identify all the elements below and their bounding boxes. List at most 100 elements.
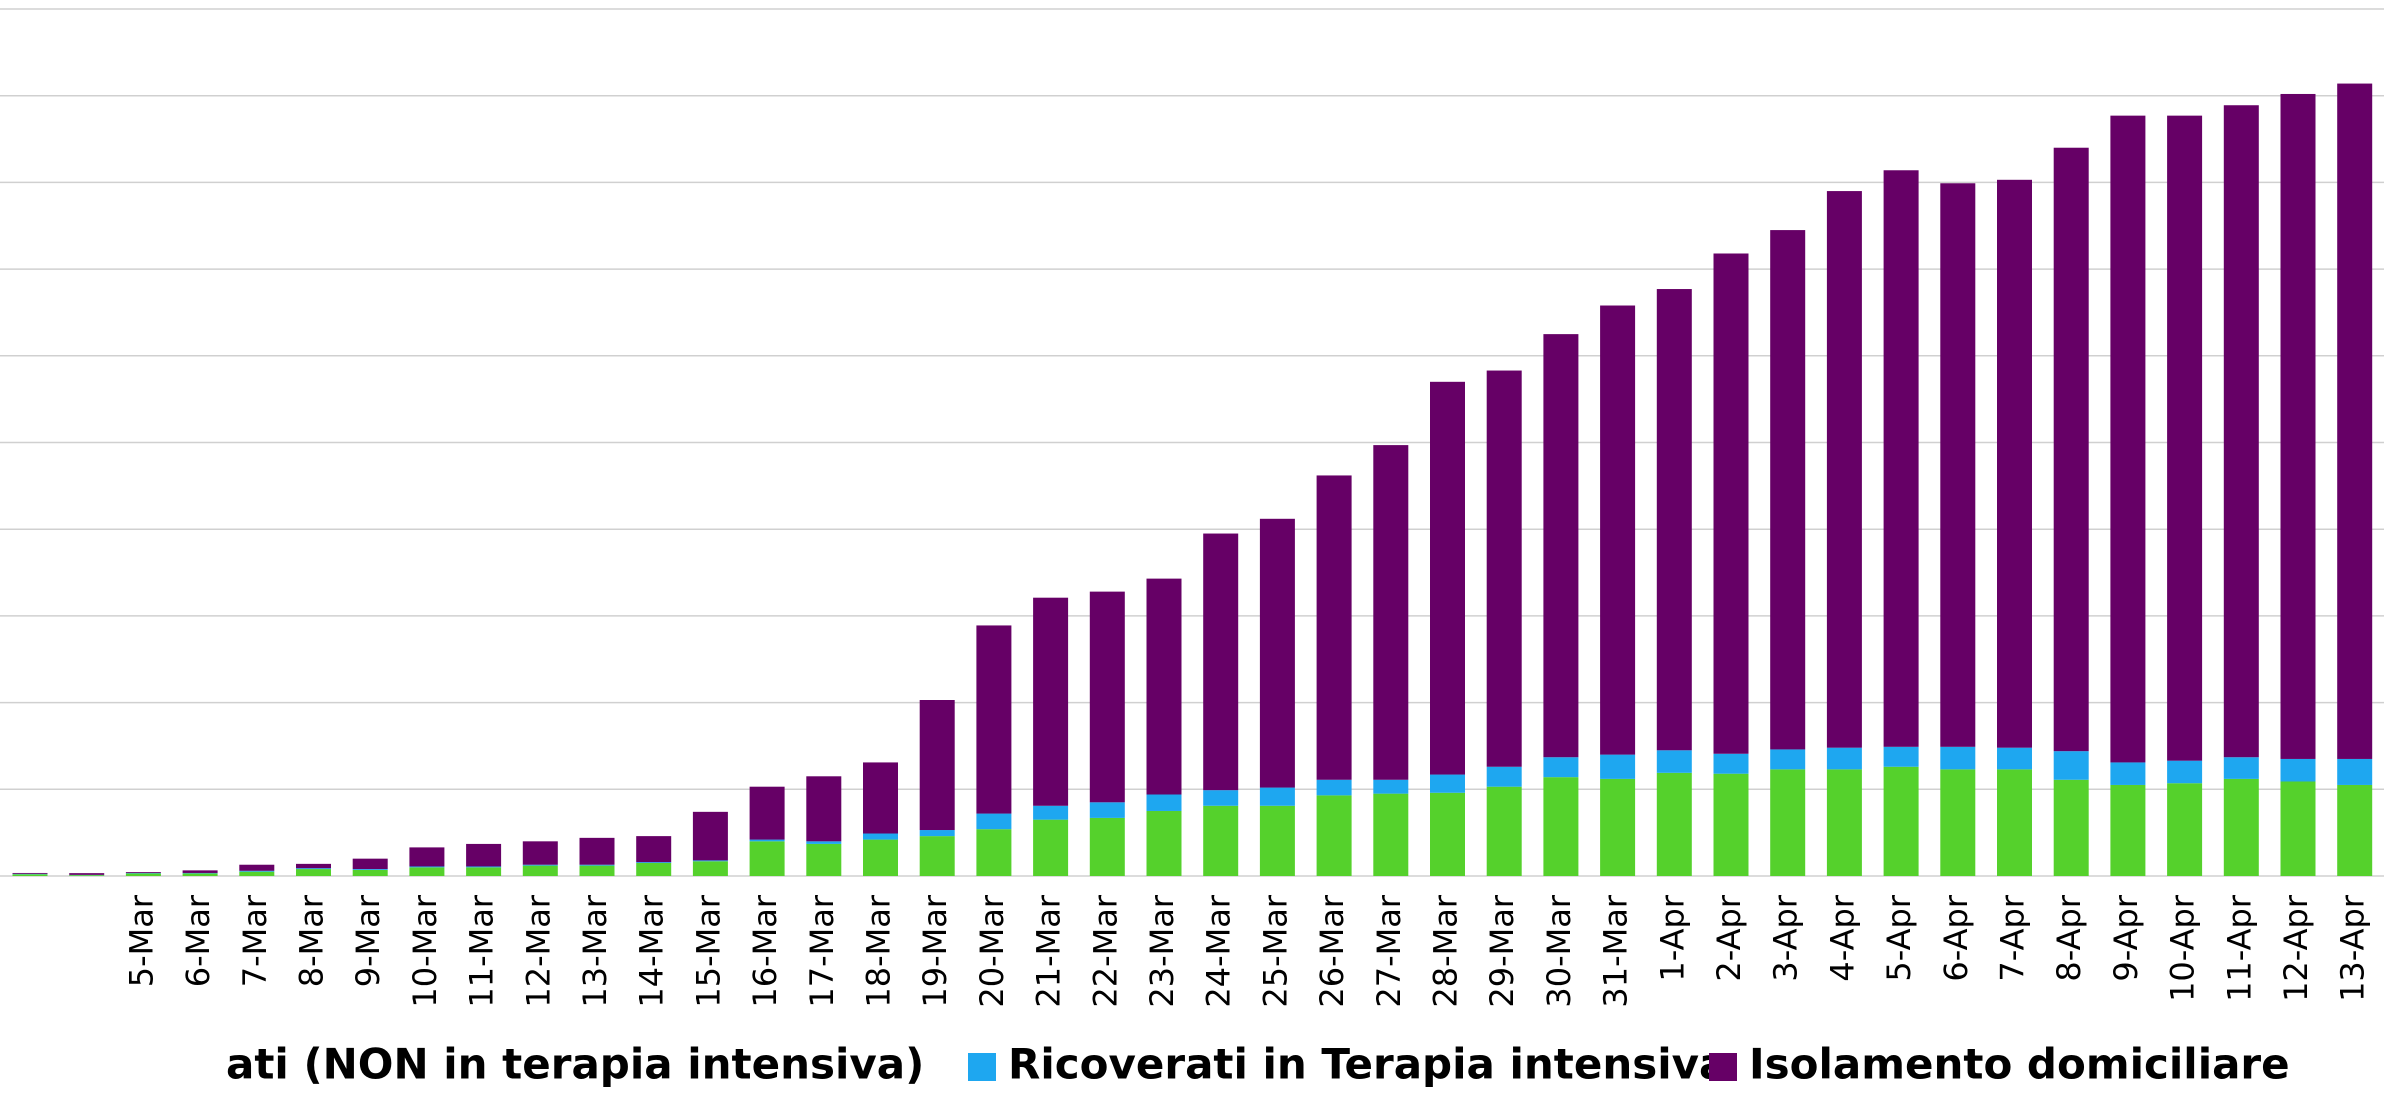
- bar-segment: [352, 869, 388, 876]
- bar-segment: [806, 776, 842, 842]
- bar-segment: [296, 863, 331, 869]
- x-tick-label: 18-Mar: [860, 894, 898, 1007]
- bar-segment: [1883, 746, 1919, 767]
- bar-segment: [2280, 758, 2316, 782]
- bar-segment: [636, 836, 672, 863]
- x-tick-label: 13-Mar: [576, 894, 614, 1007]
- bar-segment: [2337, 83, 2373, 759]
- legend-swatch: [1709, 1053, 1737, 1081]
- bar-segment: [1203, 790, 1239, 806]
- x-tick-label: 15-Mar: [689, 894, 727, 1007]
- bar-segment: [1486, 766, 1522, 787]
- bar-segment: [1033, 597, 1069, 806]
- bar-segment: [976, 625, 1012, 814]
- bar-segment: [296, 868, 331, 870]
- x-tick-label: 23-Mar: [1143, 894, 1181, 1007]
- bar-segment: [1486, 370, 1522, 767]
- bar-segment: [579, 837, 615, 865]
- x-tick-label: 28-Mar: [1427, 894, 1465, 1007]
- bar-segment: [1430, 792, 1465, 876]
- bar-segment: [692, 811, 728, 861]
- bar-segment: [863, 833, 898, 840]
- bar-segment: [1940, 183, 1976, 747]
- x-tick-label: 26-Mar: [1313, 894, 1351, 1007]
- bar-segment: [1600, 778, 1636, 876]
- bar-segment: [806, 841, 842, 844]
- x-tick-label: 11-Mar: [463, 894, 501, 1007]
- x-tick-label: 21-Mar: [1030, 894, 1068, 1007]
- bar-segment: [1316, 475, 1352, 780]
- bar-segment: [522, 865, 558, 876]
- bar-segment: [1146, 810, 1182, 876]
- bar-segment: [239, 870, 275, 872]
- bar-segment: [692, 860, 728, 862]
- bar-segment: [1883, 766, 1919, 876]
- bar-segment: [69, 873, 105, 875]
- bar-segment: [2223, 105, 2259, 758]
- bar-segment: [1600, 754, 1636, 779]
- x-tick-label: 6-Apr: [1937, 894, 1975, 981]
- x-tick-label: 16-Mar: [746, 894, 784, 1007]
- bar-segment: [1089, 817, 1125, 876]
- bar-segment: [1486, 786, 1522, 876]
- bar-segment: [579, 865, 615, 876]
- legend-label: ati (NON in terapia intensiva): [226, 1040, 924, 1089]
- bar-segment: [522, 841, 558, 865]
- bar-segment: [125, 872, 161, 873]
- x-tick-label: 5-Mar: [122, 894, 160, 987]
- bar-segment: [863, 762, 898, 834]
- bar-segment: [2280, 93, 2316, 759]
- bar-segment: [1089, 802, 1125, 818]
- bar-segment: [2110, 115, 2146, 763]
- bar-segment: [1656, 772, 1692, 876]
- bar-segment: [1430, 774, 1465, 793]
- bar-segment: [1826, 191, 1862, 748]
- x-tick-label: 4-Apr: [1823, 894, 1861, 981]
- bar-segment: [2053, 779, 2089, 876]
- x-tick-label: 9-Mar: [349, 894, 387, 987]
- x-tick-label: 27-Mar: [1370, 894, 1408, 1007]
- bar-segment: [182, 870, 218, 873]
- bar-segment: [1033, 819, 1069, 876]
- bar-segment: [1089, 591, 1125, 803]
- bar-segment: [1940, 746, 1976, 770]
- bar-segment: [1997, 747, 2032, 770]
- bar-segment: [579, 864, 615, 866]
- legend-swatch: [968, 1053, 996, 1081]
- bar-segment: [1259, 787, 1295, 806]
- bar-segment: [1713, 773, 1749, 876]
- bar-segment: [1770, 769, 1806, 876]
- bar-segment: [1656, 289, 1692, 751]
- bar-segment: [2223, 757, 2259, 779]
- bar-segment: [1997, 769, 2032, 876]
- bar-segment: [1600, 305, 1636, 755]
- x-tick-label: 25-Mar: [1256, 894, 1294, 1007]
- bar-segment: [1940, 769, 1976, 876]
- bar-segment: [1997, 179, 2032, 748]
- bar-segment: [749, 786, 785, 840]
- bar-segment: [1883, 170, 1919, 747]
- x-tick-label: 14-Mar: [633, 894, 671, 1007]
- bar-segment: [1146, 578, 1182, 795]
- x-tick-label: 6-Mar: [179, 894, 217, 987]
- x-tick-label: 3-Apr: [1767, 894, 1805, 981]
- x-tick-label: 20-Mar: [973, 894, 1011, 1007]
- bar-segment: [1656, 750, 1692, 773]
- bar-segment: [466, 866, 502, 868]
- x-tick-label: 8-Apr: [2050, 894, 2088, 981]
- x-tick-label: 29-Mar: [1483, 894, 1521, 1007]
- bar-segment: [2337, 784, 2373, 876]
- bar-segment: [863, 839, 898, 876]
- bar-segment: [1146, 794, 1182, 811]
- bar-segment: [1713, 253, 1749, 754]
- bar-segment: [2337, 758, 2373, 785]
- bar-segment: [1826, 747, 1862, 770]
- bar-segment: [182, 873, 218, 876]
- legend-label: Ricoverati in Terapia intensiva: [1008, 1040, 1727, 1089]
- bar-segment: [1543, 757, 1579, 778]
- bar-segment: [12, 872, 48, 874]
- bar-segment: [1259, 518, 1295, 788]
- bar-segment: [806, 843, 842, 876]
- bar-segment: [466, 843, 502, 867]
- bar-segment: [749, 841, 785, 876]
